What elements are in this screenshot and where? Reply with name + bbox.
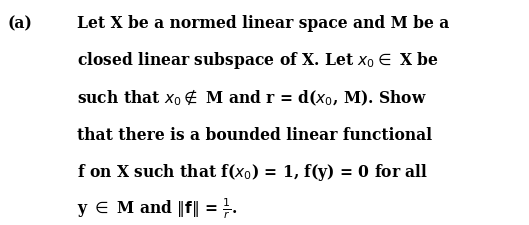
Text: y $\in$ M and $\|\mathbf{f}\|$ = $\frac{1}{r}$.: y $\in$ M and $\|\mathbf{f}\|$ = $\frac{… bbox=[77, 197, 238, 221]
Text: (a): (a) bbox=[8, 15, 33, 32]
Text: f on X such that f($x_0$) = 1, f(y) = 0 for all: f on X such that f($x_0$) = 1, f(y) = 0 … bbox=[77, 162, 428, 183]
Text: that there is a bounded linear functional: that there is a bounded linear functiona… bbox=[77, 126, 432, 144]
Text: Let X be a normed linear space and M be a: Let X be a normed linear space and M be … bbox=[77, 15, 449, 32]
Text: closed linear subspace of X. Let $x_0 \in$ X be: closed linear subspace of X. Let $x_0 \i… bbox=[77, 50, 438, 71]
Text: such that $x_0 \notin$ M and r = d($x_0$, M). Show: such that $x_0 \notin$ M and r = d($x_0$… bbox=[77, 88, 426, 108]
